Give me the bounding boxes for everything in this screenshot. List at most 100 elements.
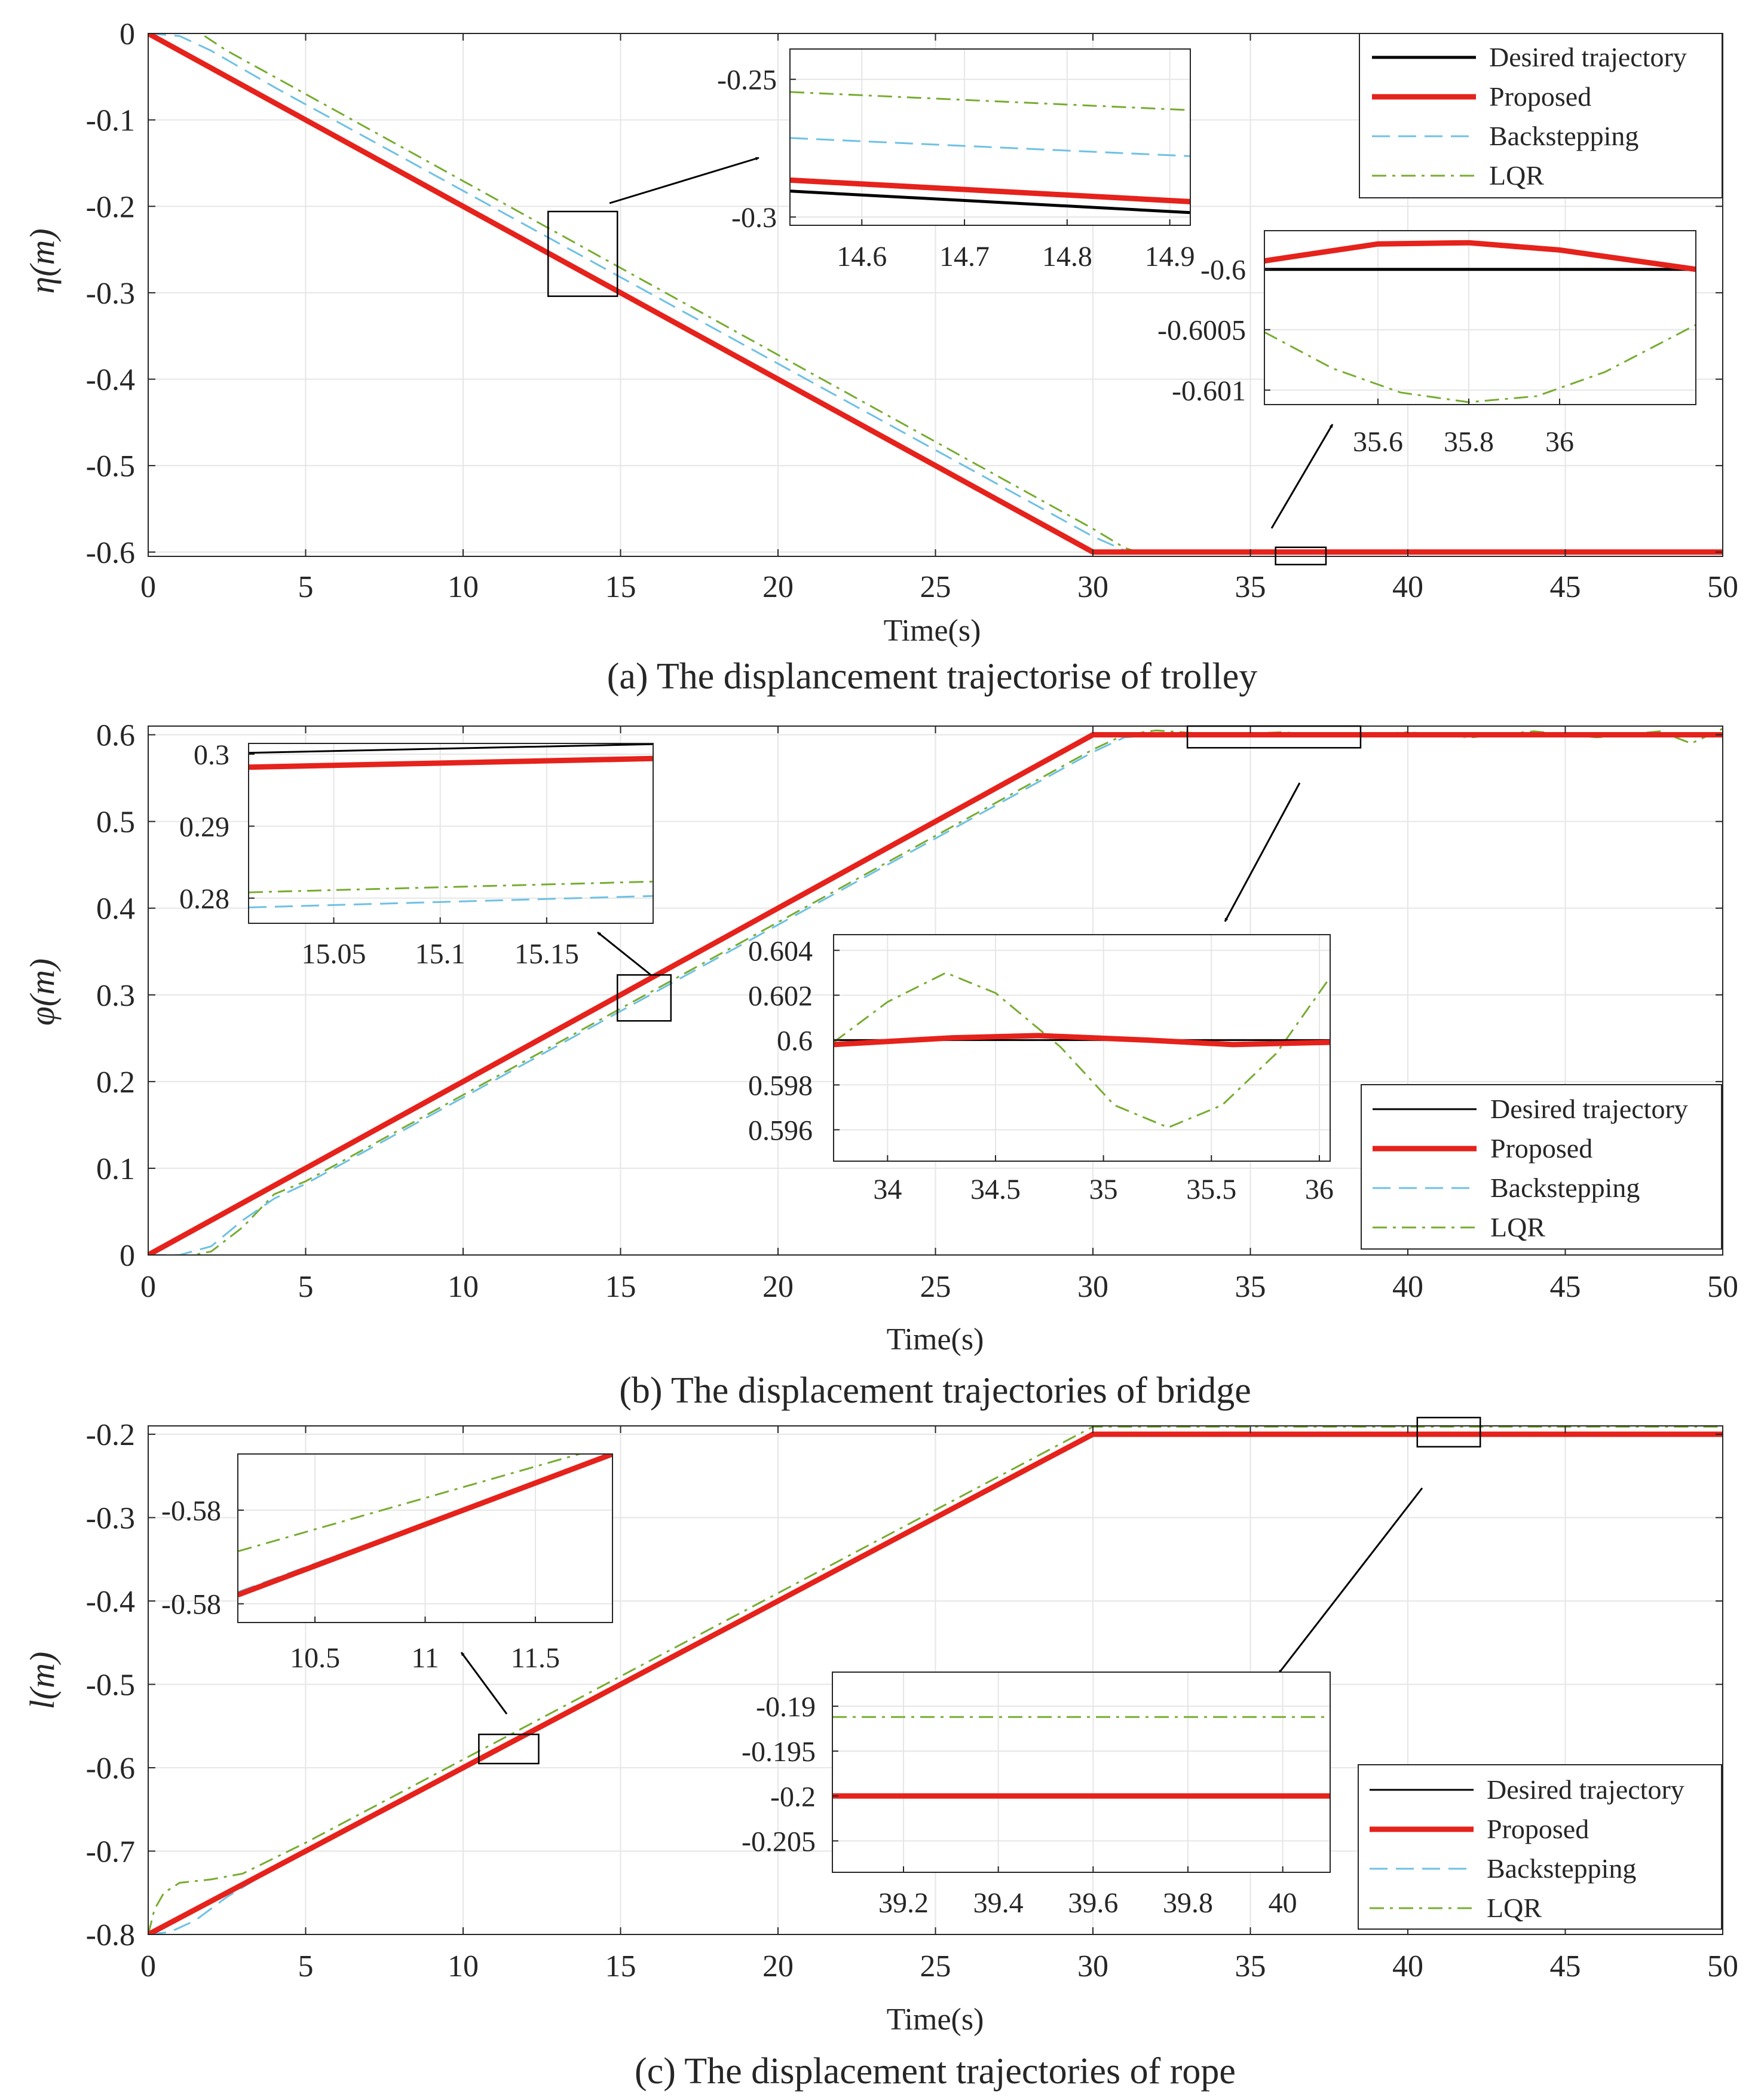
zoom-inset: 34 34.5 35 35.5 36 0.604 0.602 0.6 0.598 0.596 xyxy=(748,725,1362,1205)
inset-y-tick-label: 0.602 xyxy=(748,980,813,1012)
series-line-backstepping xyxy=(249,895,653,908)
legend-label-backstepping: Backstepping xyxy=(1487,1853,1636,1884)
series-line-lqr xyxy=(790,91,1190,111)
inset-x-tick-label: 10.5 xyxy=(290,1642,340,1674)
series-line-backstepping xyxy=(790,137,1190,157)
zoom-arrow xyxy=(1270,424,1334,529)
series-line-backstepping xyxy=(148,734,1723,1255)
y-tick-label: -0.8 xyxy=(86,1918,135,1952)
inset-frame xyxy=(248,743,654,924)
legend-label-desired: Desired trajectory xyxy=(1489,42,1687,72)
legend-box xyxy=(1359,33,1723,198)
panel-a-legend: Desired trajectory Proposed Backstepping… xyxy=(1359,33,1723,198)
panel-c-plot: 0 5 10 15 20 25 30 35 40 45 50-0.2-0.3-0.4-0.5-0.6… xyxy=(86,1416,1738,1983)
x-tick-label: 0 xyxy=(140,1270,156,1304)
x-tick-label: 25 xyxy=(920,1949,951,1983)
x-tick-label: 20 xyxy=(762,1270,794,1304)
x-tick-label: 40 xyxy=(1392,1270,1423,1304)
legend-label-backstepping: Backstepping xyxy=(1490,1173,1640,1203)
legend-label-proposed: Proposed xyxy=(1490,1133,1592,1164)
inset-x-tick-label: 14.7 xyxy=(939,241,990,273)
x-tick-label: 50 xyxy=(1707,1270,1738,1304)
x-tick-label: 45 xyxy=(1550,1949,1581,1983)
inset-y-tick-label: -0.19 xyxy=(756,1691,816,1723)
x-tick-label: 5 xyxy=(298,1949,314,1983)
legend-label-proposed: Proposed xyxy=(1487,1814,1589,1844)
x-tick-label: 40 xyxy=(1392,1949,1423,1983)
x-tick-label: 30 xyxy=(1077,1949,1108,1983)
zoom-source-box xyxy=(1186,725,1362,749)
legend-label-backstepping: Backstepping xyxy=(1489,121,1638,151)
inset-y-tick-label: -0.205 xyxy=(742,1826,816,1857)
inset-y-tick-label: -0.58 xyxy=(161,1495,221,1527)
inset-x-tick-label: 34 xyxy=(873,1174,902,1205)
x-tick-label: 0 xyxy=(140,1949,156,1983)
panel-c-ylabel: l(m) xyxy=(23,1652,62,1710)
series-line-proposed xyxy=(148,732,1723,1255)
inset-x-tick-label: 39.6 xyxy=(1068,1887,1118,1919)
x-tick-label: 15 xyxy=(605,1270,636,1304)
x-tick-label: 50 xyxy=(1707,1949,1738,1983)
panel-a: 0 5 10 15 20 25 30 35 40 45 50 0 -0.1 -0.2 -0.3 -0.4 -0.… xyxy=(23,17,1738,697)
panel-a-ylabel: η(m) xyxy=(23,228,62,293)
zoom-arrow xyxy=(1278,1487,1423,1674)
x-tick-label: 40 xyxy=(1392,570,1423,604)
x-tick-label: 50 xyxy=(1707,570,1738,604)
inset-x-tick-label: 11 xyxy=(411,1642,439,1674)
series-line-lqr xyxy=(834,972,1330,1129)
y-tick-label: 0 xyxy=(120,1239,135,1273)
inset-y-tick-label: 0.6 xyxy=(777,1025,813,1057)
y-tick-label: -0.5 xyxy=(86,1668,135,1702)
panel-b-title: (b) The displacement trajectories of bri… xyxy=(619,1370,1251,1411)
zoom-source-box xyxy=(616,974,672,1022)
y-tick-label: 0 xyxy=(120,17,135,51)
x-tick-label: 45 xyxy=(1550,570,1581,604)
inset-x-tick-label: 39.2 xyxy=(878,1887,929,1919)
x-tick-label: 0 xyxy=(140,570,156,604)
panel-b-ylabel: φ(m) xyxy=(23,959,62,1026)
inset-y-tick-label: -0.601 xyxy=(1172,375,1246,407)
panel-b-xlabel: Time(s) xyxy=(887,1323,984,1357)
x-tick-label: 20 xyxy=(762,1949,794,1983)
y-tick-label: -0.1 xyxy=(86,104,135,138)
zoom-source-box xyxy=(1416,1416,1481,1448)
zoom-source-box xyxy=(1275,546,1327,565)
series-line-lqr xyxy=(148,1426,1723,1934)
x-tick-label: 5 xyxy=(298,1270,314,1304)
legend-box xyxy=(1358,1764,1722,1930)
inset-x-tick-label: 14.9 xyxy=(1145,241,1195,273)
inset-x-tick-label: 14.8 xyxy=(1042,241,1092,273)
x-tick-label: 25 xyxy=(920,1270,951,1304)
legend-label-proposed: Proposed xyxy=(1489,81,1591,112)
y-tick-label: -0.3 xyxy=(86,1501,135,1535)
series-line-desired xyxy=(249,743,653,754)
zoom-arrow xyxy=(1224,782,1301,922)
x-tick-label: 35 xyxy=(1235,1949,1266,1983)
inset-y-tick-label: -0.58 xyxy=(161,1589,221,1621)
inset-x-tick-label: 35 xyxy=(1089,1174,1118,1205)
inset-x-tick-label: 34.5 xyxy=(970,1174,1021,1205)
inset-x-tick-label: 35.8 xyxy=(1444,426,1494,458)
series-line-proposed xyxy=(790,177,1190,204)
x-tick-label: 30 xyxy=(1077,1270,1108,1304)
y-tick-label: -0.3 xyxy=(86,277,135,311)
zoom-inset: 35.6 35.8 36 -0.6 -0.6005 -0.601 xyxy=(1157,230,1696,565)
x-tick-label: 10 xyxy=(448,570,479,604)
y-tick-label: -0.6 xyxy=(86,1752,135,1786)
series-line-proposed xyxy=(148,1431,1723,1934)
panel-c-legend: Desired trajectory Proposed Backstepping… xyxy=(1358,1764,1722,1930)
x-tick-label: 45 xyxy=(1550,1270,1581,1304)
x-tick-label: 30 xyxy=(1077,570,1108,604)
panel-b: 0 5 10 15 20 25 30 35 40 45 50 0 0.1 0.2 0.3 0.4 0.5 0.6 1… xyxy=(23,719,1738,1411)
inset-x-tick-label: 35.6 xyxy=(1353,426,1403,458)
x-tick-label: 25 xyxy=(920,570,951,604)
zoom-arrow xyxy=(597,931,652,976)
inset-x-tick-label: 14.6 xyxy=(837,241,887,273)
zoom-inset: 39.2 39.4 39.6 39.8 40 -0.19 -0.195 -0.2 -0.205 xyxy=(742,1416,1481,1919)
zoom-arrow xyxy=(609,157,759,204)
inset-frame xyxy=(832,1672,1331,1873)
zoom-arrow xyxy=(460,1652,508,1715)
zoom-source-box xyxy=(547,210,618,297)
x-tick-label: 10 xyxy=(448,1270,479,1304)
zoom-inset: 15.05 15.1 15.15 0.3 0.29 0.28 xyxy=(179,739,672,1022)
